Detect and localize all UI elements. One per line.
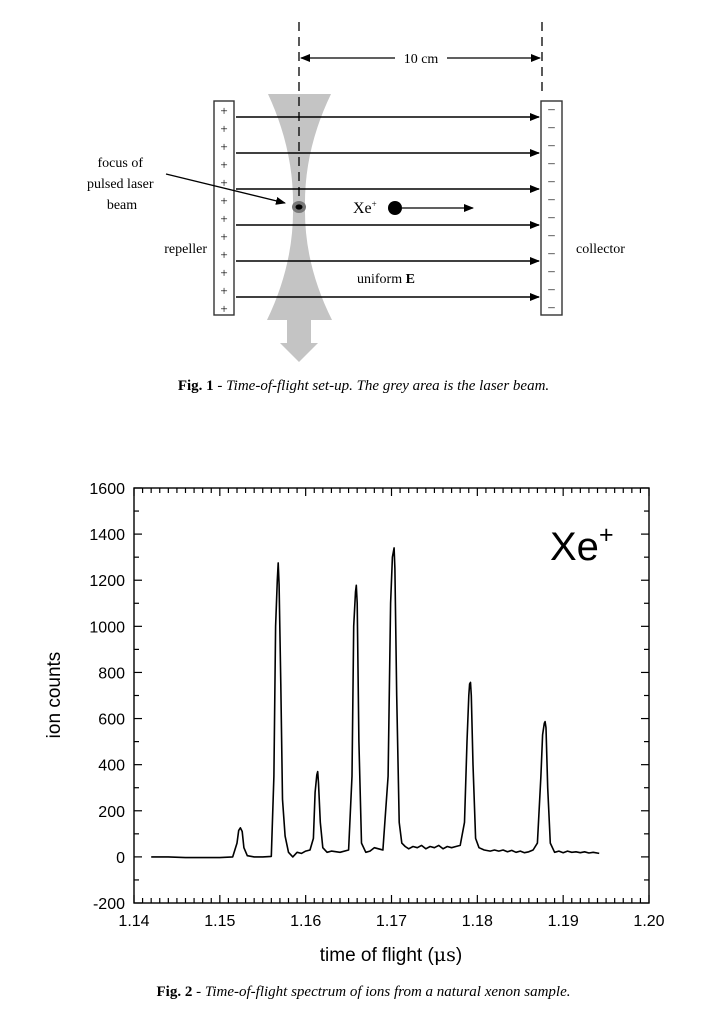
y-tick-label: 400 (98, 758, 125, 775)
repeller-plate (213, 100, 235, 316)
plus-sign: + (220, 211, 227, 226)
figure-2-caption: Fig. 2 - Time-of-flight spectrum of ions… (0, 984, 727, 1001)
plus-sign: + (220, 121, 227, 136)
minus-sign: – (547, 155, 555, 170)
collector-label: collector (576, 242, 625, 257)
collector-plate (540, 100, 563, 316)
figure-2-caption-separator: - (192, 984, 205, 1000)
chart-annotation-xe-plus: Xe+ (550, 521, 614, 569)
minus-sign: – (547, 101, 555, 116)
figure-1-caption-separator: - (213, 378, 227, 394)
x-axis-label: time of flight (μs) (320, 944, 462, 966)
figure-2-caption-text: Time-of-flight spectrum of ions from a n… (204, 984, 571, 1000)
plus-sign: + (220, 157, 227, 172)
plus-sign: + (220, 247, 227, 262)
y-tick-label: 1400 (89, 527, 125, 544)
x-tick-label: 1.15 (204, 913, 235, 930)
figure-1-caption-prefix: Fig. 1 (177, 378, 214, 394)
x-tick-label: 1.18 (462, 913, 493, 930)
minus-sign: – (547, 209, 555, 224)
distance-label: 10 cm (404, 52, 439, 67)
x-tick-label: 1.19 (548, 913, 579, 930)
plus-sign: + (220, 103, 227, 118)
laser-beam (267, 94, 332, 362)
figure-2-tof-spectrum-chart: 1.14 1.15 1.16 1.17 1.18 1.19 1.20 -200 0 200 400 6… (44, 481, 665, 966)
plus-sign: + (220, 229, 227, 244)
plus-sign: + (220, 283, 227, 298)
x-tick-label: 1.16 (290, 913, 321, 930)
figure-1-caption-text: Time-of-flight set-up. The grey area is … (226, 378, 550, 394)
y-tick-label: 600 (98, 712, 125, 729)
ion-dot (388, 201, 402, 215)
plus-sign: + (220, 301, 227, 316)
figure-2-caption-prefix: Fig. 2 (156, 984, 193, 1000)
y-tick-label: 800 (98, 665, 125, 682)
plus-sign: + (220, 139, 227, 154)
collector-minus-signs: – – – – – – – – – – – – (547, 101, 555, 314)
minus-sign: – (547, 227, 555, 242)
figure-1-tof-setup-diagram: 10 cm ++++++++++++ repeller ––––––––––––… (87, 22, 625, 362)
plot-frame (133, 487, 650, 904)
x-tick-label: 1.14 (118, 913, 149, 930)
y-axis-label: ion counts (44, 652, 65, 739)
minus-sign: – (547, 191, 555, 206)
x-tick-label: 1.20 (633, 913, 664, 930)
laser-focus-dot (295, 204, 303, 210)
electric-field-lines (236, 113, 540, 301)
y-tick-label: 1600 (89, 481, 125, 498)
minus-sign: – (547, 263, 555, 278)
minus-sign: – (547, 281, 555, 296)
ion-label: Xe+ (353, 199, 377, 217)
focus-label: focus of pulsed laser beam (87, 156, 157, 213)
focus-pointer-arrow (165, 173, 286, 205)
field-label: uniform E (357, 272, 415, 287)
y-tick-label: 1200 (89, 573, 125, 590)
repeller-label: repeller (164, 242, 207, 257)
minus-sign: – (547, 245, 555, 260)
minus-sign: – (547, 119, 555, 134)
x-tick-label: 1.17 (376, 913, 407, 930)
minus-sign: – (547, 137, 555, 152)
figure-1-caption: Fig. 1 - Time-of-flight set-up. The grey… (0, 378, 727, 395)
minus-sign: – (547, 173, 555, 188)
plus-sign: + (220, 193, 227, 208)
y-tick-label: 0 (116, 850, 125, 867)
y-tick-label: 200 (98, 804, 125, 821)
plus-sign: + (220, 175, 227, 190)
y-tick-label: 1000 (89, 619, 125, 636)
repeller-plus-signs: + + + + + + + + + + + + (220, 103, 227, 316)
plus-sign: + (220, 265, 227, 280)
spectrum-line (151, 547, 600, 859)
minus-sign: – (547, 299, 555, 314)
y-tick-label: -200 (93, 896, 125, 913)
